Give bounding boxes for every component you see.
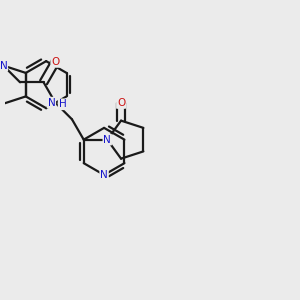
Text: H: H bbox=[58, 99, 66, 109]
Text: N: N bbox=[47, 98, 55, 108]
Text: O: O bbox=[51, 57, 59, 67]
Text: N: N bbox=[100, 170, 108, 180]
Text: N: N bbox=[103, 135, 111, 145]
Text: O: O bbox=[117, 98, 125, 108]
Text: N: N bbox=[0, 61, 7, 70]
